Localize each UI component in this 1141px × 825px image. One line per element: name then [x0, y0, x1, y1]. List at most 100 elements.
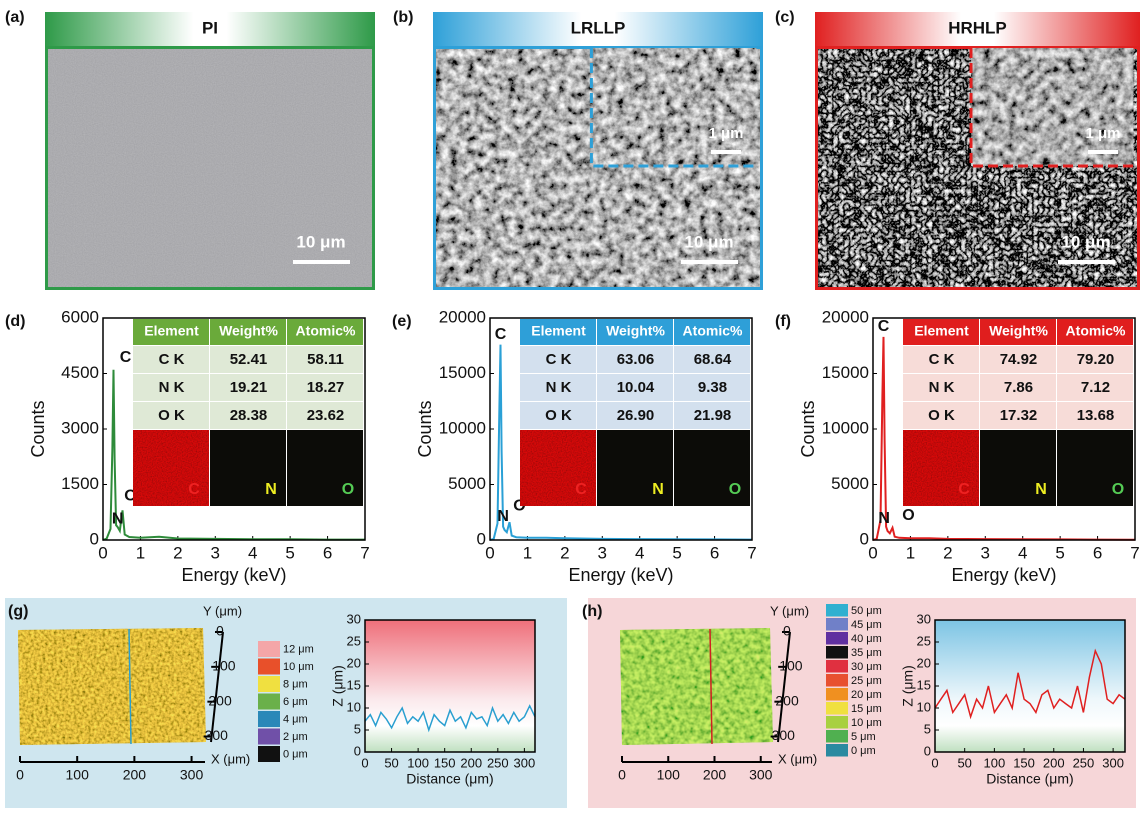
legend-swatch [826, 632, 848, 645]
element-map-label: C [958, 481, 970, 498]
scale-text: 10 μm [1061, 232, 1110, 251]
x-tick-label: 3 [211, 543, 220, 562]
element-map-label: O [342, 481, 354, 498]
legend-label: 40 μm [851, 633, 882, 645]
table-text: O K [928, 407, 955, 424]
table-text: 28.38 [230, 407, 268, 424]
x-tick-label: 0 [98, 543, 107, 562]
y-tick-label: 20 [917, 655, 931, 670]
table-text: 26.90 [617, 407, 655, 424]
legend-label: 0 μm [283, 749, 308, 761]
table-text: 52.41 [230, 351, 268, 368]
scale-text: 10 μm [684, 232, 733, 251]
inset-scale-text: 1 μm [708, 125, 743, 142]
legend-label: 50 μm [851, 605, 882, 617]
peak-label: N [497, 508, 509, 525]
legend-label: 4 μm [283, 714, 308, 726]
y-tick-label: 15 [917, 677, 931, 692]
table-text: C K [546, 351, 572, 368]
x-tick-3d-label: 200 [123, 767, 147, 783]
y-tick-3d-label: 100 [212, 658, 236, 674]
y-axis-label: Counts [28, 400, 48, 457]
height-map-texture [18, 628, 206, 745]
x-tick-label: 4 [248, 543, 257, 562]
panel-label: (h) [582, 603, 602, 620]
y-tick-3d-label: 0 [216, 623, 224, 639]
table-header: Weight% [606, 323, 665, 339]
y-tick-label: 10000 [822, 418, 869, 437]
y-tick-label: 0 [90, 529, 99, 548]
legend-label: 5 μm [851, 731, 876, 743]
x-axis-label: Energy (keV) [951, 565, 1056, 585]
x-tick-label: 2 [173, 543, 182, 562]
peak-label: O [902, 507, 914, 524]
y-axis-label: Z (μm) [330, 665, 346, 707]
y-tick-3d-label: 300 [205, 727, 229, 743]
y-tick-3d-label: 200 [208, 692, 232, 708]
element-map-label: N [265, 481, 277, 498]
y-tick-label: 0 [860, 529, 869, 548]
x-tick-label: 1 [523, 543, 532, 562]
y-tick-label: 20 [347, 655, 361, 670]
legend-swatch [826, 674, 848, 687]
y-tick-3d-label: 200 [775, 692, 799, 708]
table-text: O K [545, 407, 572, 424]
scale-text: 10 μm [296, 232, 345, 251]
legend-label: 30 μm [851, 661, 882, 673]
peak-label: N [878, 510, 890, 527]
table-text: 74.92 [1000, 351, 1038, 368]
y-tick-label: 3000 [61, 418, 99, 437]
x-tick-3d-label: 100 [66, 767, 90, 783]
legend-swatch [826, 716, 848, 729]
table-text: 19.21 [230, 379, 268, 396]
x-tick-label: 5 [285, 543, 294, 562]
x-tick-label: 200 [1043, 755, 1065, 770]
sem-image [45, 46, 375, 290]
element-map-label: C [575, 481, 587, 498]
element-map-label: O [1112, 481, 1124, 498]
legend-swatch [826, 688, 848, 701]
table-text: 58.11 [307, 351, 344, 368]
x-tick-label: 6 [1093, 543, 1102, 562]
panel-label: (f) [775, 313, 791, 330]
legend-label: 0 μm [851, 745, 876, 757]
table-header: Atomic% [296, 323, 356, 339]
inset-image [591, 48, 756, 166]
x-axis-3d-label: X (μm) [778, 751, 817, 766]
y-axis-label: Z (μm) [900, 665, 916, 707]
peak-label: C [120, 349, 132, 366]
legend-swatch [826, 618, 848, 631]
x-tick-label: 1 [906, 543, 915, 562]
legend-label: 10 μm [851, 717, 882, 729]
legend-swatch [826, 744, 848, 757]
y-tick-3d-label: 300 [772, 727, 796, 743]
figure: (a)PI10 μm(b)LRLLP1 μm10 μm(c)HRHLP1 μm1… [0, 0, 1141, 820]
legend-swatch [826, 702, 848, 715]
y-tick-label: 10000 [439, 418, 486, 437]
table-header: Atomic% [683, 323, 743, 339]
x-axis-label: Distance (μm) [406, 771, 493, 787]
table-text: 21.98 [694, 407, 732, 424]
legend-label: 8 μm [283, 679, 308, 691]
x-tick-label: 7 [360, 543, 369, 562]
table-text: 10.04 [617, 379, 655, 396]
x-tick-label: 200 [460, 755, 482, 770]
legend-swatch [826, 730, 848, 743]
legend-swatch [258, 676, 280, 692]
y-tick-label: 25 [917, 633, 931, 648]
x-tick-3d-label: 0 [618, 767, 626, 783]
x-tick-label: 150 [1013, 755, 1035, 770]
x-tick-label: 300 [1102, 755, 1124, 770]
y-axis-label: Counts [415, 400, 435, 457]
legend-label: 35 μm [851, 647, 882, 659]
y-axis-label: Counts [798, 400, 818, 457]
y-tick-label: 5000 [448, 474, 486, 493]
legend-label: 45 μm [851, 619, 882, 631]
x-tick-label: 1 [136, 543, 145, 562]
x-tick-3d-label: 300 [180, 767, 204, 783]
x-tick-label: 7 [1130, 543, 1139, 562]
x-tick-label: 100 [407, 755, 429, 770]
element-map-label: N [1035, 481, 1047, 498]
legend-label: 10 μm [283, 661, 314, 673]
inset-image [971, 48, 1134, 166]
